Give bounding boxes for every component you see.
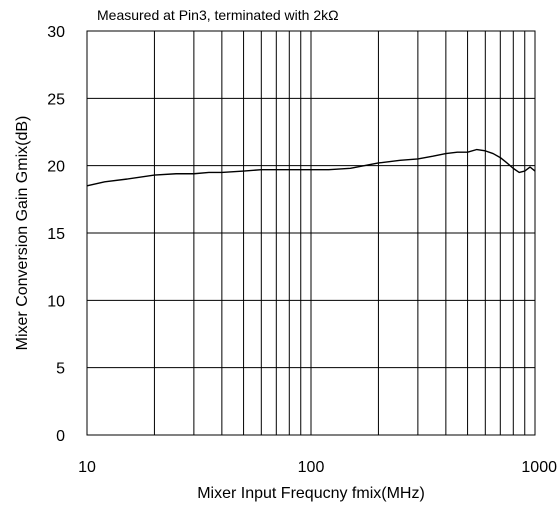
series-layer <box>86 148 536 187</box>
x-tick-label: 10 <box>78 459 96 476</box>
y-axis-label: Mixer Conversion Gain Gmix(dB) <box>14 116 31 351</box>
y-tick-label: 0 <box>56 428 65 445</box>
x-axis-label: Mixer Input Frequcny fmix(MHz) <box>197 485 425 502</box>
x-tick-label: 1000 <box>521 459 557 476</box>
grid-lines <box>87 31 535 435</box>
series-line <box>86 148 536 187</box>
y-tick-label: 30 <box>47 24 65 41</box>
y-tick-label: 10 <box>47 293 65 310</box>
y-tick-label: 5 <box>56 361 65 378</box>
chart-title: Measured at Pin3, terminated with 2kΩ <box>97 7 339 23</box>
y-tick-labels: 0 5 10 15 20 25 30 <box>47 24 65 445</box>
y-tick-label: 25 <box>47 91 65 108</box>
x-tick-labels: 10 100 1000 <box>78 459 557 476</box>
y-tick-label: 20 <box>47 159 65 176</box>
y-tick-label: 15 <box>47 226 65 243</box>
x-tick-label: 100 <box>298 459 325 476</box>
